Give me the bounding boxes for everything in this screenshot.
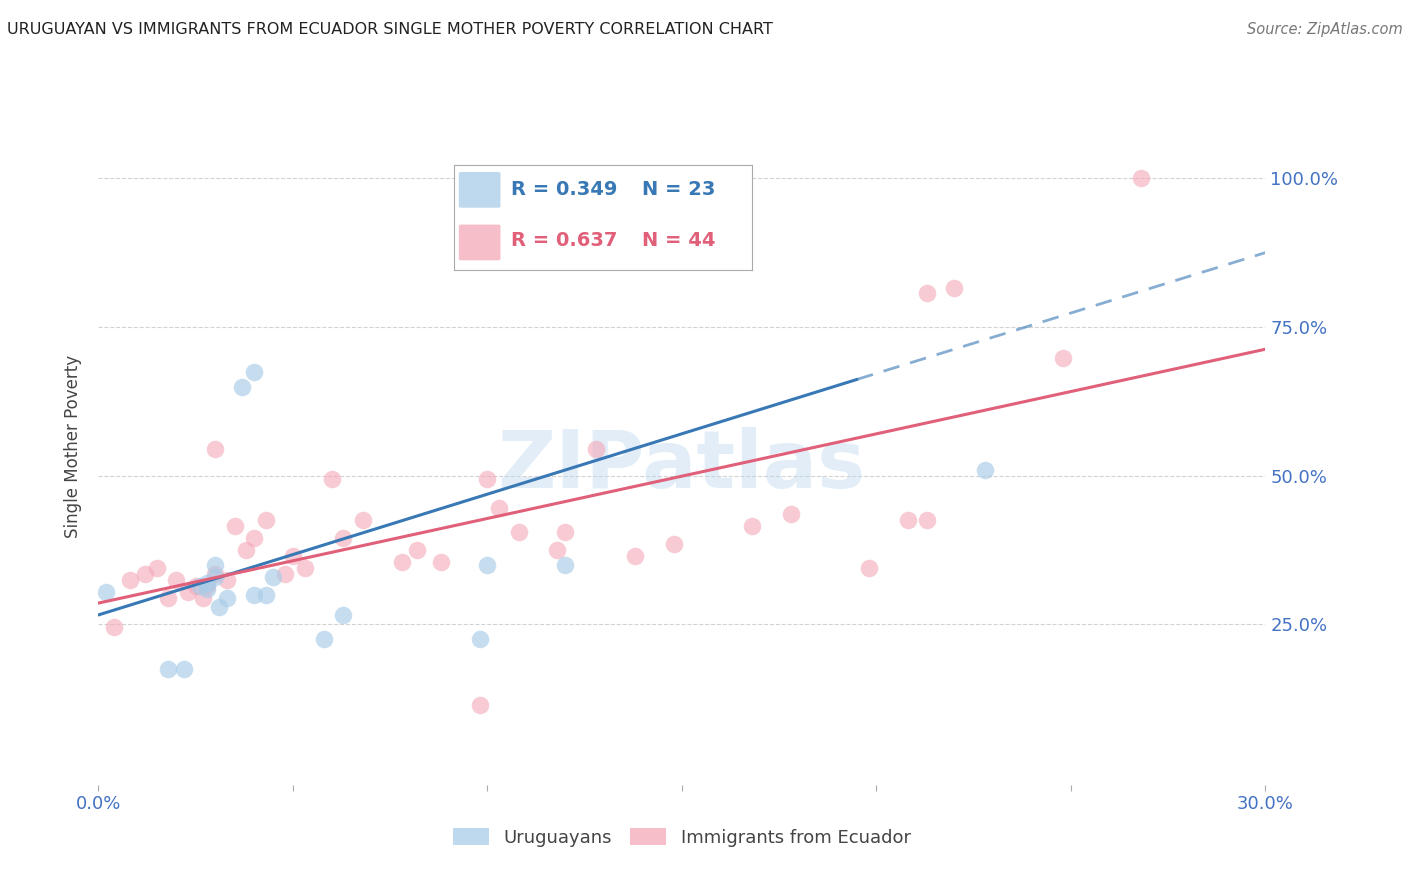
Point	[488, 501, 510, 516]
Point	[1052, 351, 1074, 365]
Point	[204, 442, 226, 456]
Point	[332, 608, 354, 623]
Point	[173, 662, 195, 676]
Point	[554, 558, 576, 572]
Point	[896, 513, 918, 527]
Point	[177, 584, 200, 599]
Point	[294, 561, 316, 575]
Point	[243, 365, 266, 379]
Point	[146, 561, 169, 575]
Y-axis label: Single Mother Poverty: Single Mother Poverty	[65, 354, 83, 538]
Point	[915, 285, 938, 300]
Point	[406, 543, 429, 558]
Point	[215, 591, 238, 605]
Point	[477, 472, 499, 486]
Point	[662, 537, 685, 551]
Point	[281, 549, 304, 563]
Point	[254, 588, 277, 602]
Point	[915, 513, 938, 527]
Point	[779, 508, 801, 522]
Point	[274, 566, 297, 581]
Point	[193, 591, 215, 605]
Point	[605, 201, 627, 215]
Point	[321, 472, 343, 486]
Point	[254, 513, 277, 527]
Point	[508, 525, 530, 540]
Point	[554, 525, 576, 540]
Point	[96, 584, 118, 599]
Point	[468, 632, 491, 647]
Text: Source: ZipAtlas.com: Source: ZipAtlas.com	[1247, 22, 1403, 37]
Point	[858, 561, 880, 575]
Point	[352, 513, 374, 527]
Point	[157, 662, 180, 676]
Point	[585, 442, 607, 456]
Legend: Uruguayans, Immigrants from Ecuador: Uruguayans, Immigrants from Ecuador	[446, 822, 918, 854]
Point	[195, 579, 218, 593]
Point	[974, 463, 997, 477]
Point	[429, 555, 451, 569]
Point	[208, 599, 231, 614]
Point	[204, 566, 226, 581]
Point	[103, 620, 125, 634]
Point	[262, 570, 284, 584]
Point	[134, 566, 156, 581]
Point	[243, 531, 266, 545]
Point	[624, 549, 647, 563]
Point	[468, 698, 491, 712]
Point	[204, 558, 226, 572]
Point	[235, 543, 257, 558]
Point	[195, 575, 218, 590]
Point	[184, 579, 207, 593]
Point	[118, 573, 141, 587]
Point	[165, 573, 187, 587]
Point	[195, 582, 218, 596]
Point	[943, 281, 966, 295]
Point	[613, 201, 636, 215]
Point	[312, 632, 335, 647]
Point	[1129, 171, 1152, 186]
Point	[332, 531, 354, 545]
Point	[243, 588, 266, 602]
Point	[231, 379, 253, 393]
Point	[391, 555, 413, 569]
Point	[157, 591, 180, 605]
Point	[204, 570, 226, 584]
Text: URUGUAYAN VS IMMIGRANTS FROM ECUADOR SINGLE MOTHER POVERTY CORRELATION CHART: URUGUAYAN VS IMMIGRANTS FROM ECUADOR SIN…	[7, 22, 773, 37]
Point	[188, 579, 211, 593]
Point	[224, 519, 246, 533]
Text: ZIPatlas: ZIPatlas	[498, 427, 866, 506]
Point	[477, 558, 499, 572]
Point	[546, 543, 568, 558]
Point	[741, 519, 763, 533]
Point	[215, 573, 238, 587]
